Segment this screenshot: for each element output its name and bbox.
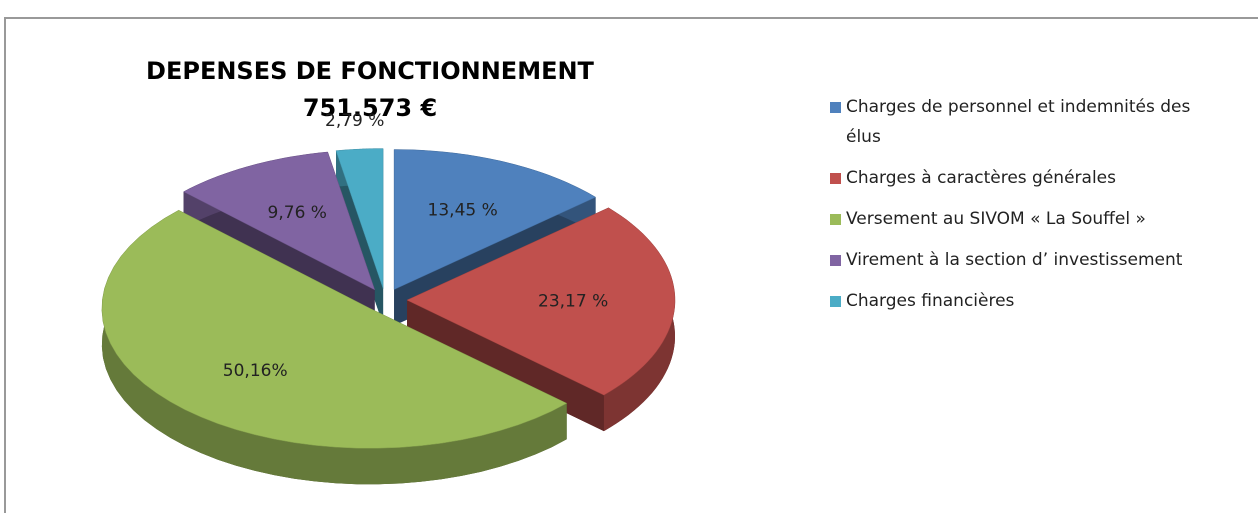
chart-subtitle: 751.573 €	[303, 94, 437, 122]
legend-swatch	[830, 173, 841, 184]
slice-group	[101, 209, 568, 485]
legend-label: Versement au SIVOM « La Souffel »	[846, 209, 1146, 229]
legend-label: Virement à la section d’ investissement	[846, 250, 1183, 270]
legend-item: Charges de personnel et indemnités des é…	[830, 92, 1210, 152]
slice	[183, 151, 376, 291]
legend-item: Versement au SIVOM « La Souffel »	[830, 204, 1210, 234]
data-label: 23,17 %	[538, 291, 608, 311]
legend-label: Charges financières	[846, 291, 1015, 311]
slice	[101, 209, 568, 449]
data-label: 2,79 %	[325, 111, 384, 131]
legend-label: Charges à caractères générales	[846, 168, 1116, 188]
data-label: 13,45 %	[428, 200, 498, 220]
legend-swatch	[830, 102, 841, 113]
slice-group	[183, 151, 376, 326]
legend-label: Charges de personnel et indemnités des é…	[846, 97, 1191, 147]
chart-title: DEPENSES DE FONCTIONNEMENT	[146, 57, 595, 85]
legend-item: Virement à la section d’ investissement	[830, 245, 1210, 275]
legend: Charges de personnel et indemnités des é…	[830, 92, 1210, 327]
slice	[406, 207, 676, 396]
slice	[335, 148, 384, 289]
legend-swatch	[830, 255, 841, 266]
data-label: 50,16%	[223, 361, 288, 381]
legend-item: Charges financières	[830, 286, 1210, 316]
slice	[393, 149, 597, 290]
legend-swatch	[830, 214, 841, 225]
data-label: 9,76 %	[268, 203, 327, 223]
legend-item: Charges à caractères générales	[830, 163, 1210, 193]
legend-swatch	[830, 296, 841, 307]
